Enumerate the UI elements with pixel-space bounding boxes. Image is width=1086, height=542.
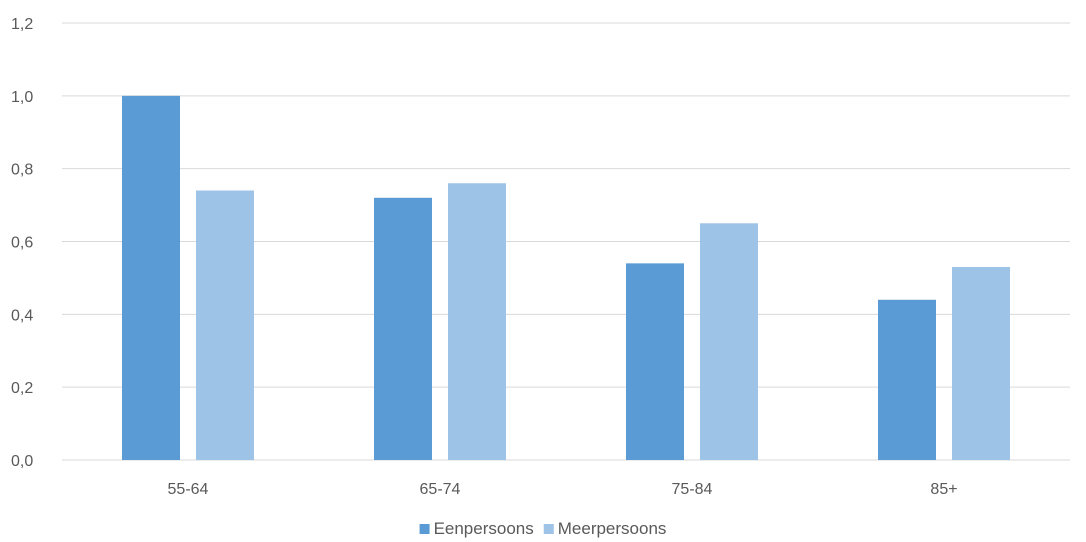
legend-label-eenpersoons: Eenpersoons	[434, 519, 534, 538]
x-tick-label: 55-64	[168, 481, 209, 498]
y-tick-label: 1,0	[11, 89, 33, 106]
y-axis-tick-labels: 0,0 0,2 0,4 0,6 0,8 1,0 1,2	[11, 16, 33, 470]
x-tick-label: 85+	[930, 481, 957, 498]
y-tick-label: 1,2	[11, 16, 33, 33]
bar-eenpersoons-65-74	[374, 197, 432, 461]
x-tick-label: 75-84	[672, 481, 713, 498]
bar-meerpersoons-55-64	[196, 190, 254, 460]
bar-meerpersoons-85+	[952, 266, 1010, 460]
bar-eenpersoons-85+	[878, 299, 936, 460]
y-tick-label: 0,0	[11, 453, 33, 470]
y-tick-label: 0,8	[11, 162, 33, 179]
bars	[122, 95, 1010, 461]
y-tick-label: 0,4	[11, 307, 33, 324]
bar-eenpersoons-55-64	[122, 95, 180, 460]
y-tick-label: 0,6	[11, 235, 33, 252]
legend-label-meerpersoons: Meerpersoons	[558, 519, 667, 538]
bar-meerpersoons-75-84	[700, 223, 758, 460]
legend-swatch-meerpersoons	[543, 524, 554, 534]
bar-meerpersoons-65-74	[448, 183, 506, 460]
legend: Eenpersoons Meerpersoons	[419, 519, 667, 538]
y-tick-label: 0,2	[11, 380, 33, 397]
legend-swatch-eenpersoons	[419, 524, 430, 534]
x-tick-label: 65-74	[420, 481, 461, 498]
x-axis-tick-labels: 55-64 65-74 75-84 85+	[168, 481, 958, 498]
bar-eenpersoons-75-84	[626, 263, 684, 460]
